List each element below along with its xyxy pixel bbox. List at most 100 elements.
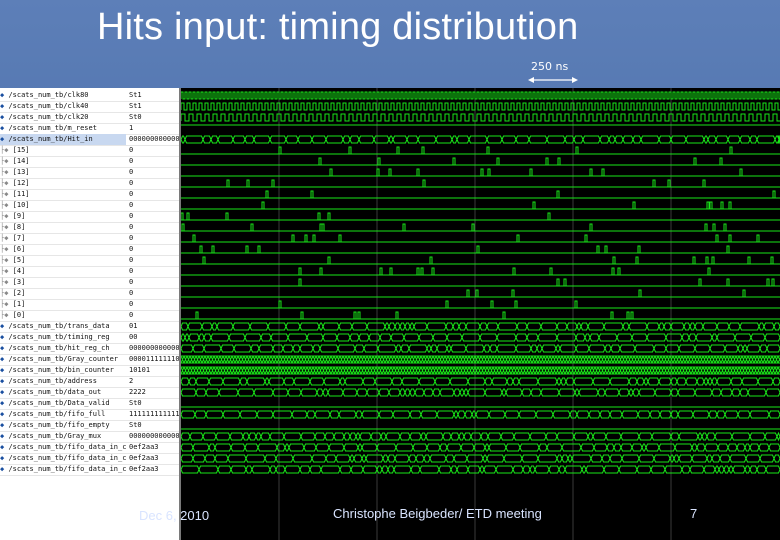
signal-diamond-icon: ◆ [0,113,9,121]
signal-diamond-icon: ◆ [0,91,9,99]
signal-name-row[interactable]: ◆ /scats_num_tb/clk40 [0,101,126,113]
signal-name-row[interactable]: ├◆ [3] [0,277,126,289]
signal-value: 0 [126,255,179,267]
time-scale-arrow-icon [528,77,578,83]
waveform-trace [181,179,780,188]
signal-value: 0 [126,211,179,223]
signal-name-row[interactable]: ├◆ [8] [0,222,126,234]
waveform-trace [181,344,780,353]
waveform-trace [181,267,780,276]
signal-name-pane: ◆ /scats_num_tb/clk80 ◆ /scats_num_tb/clk… [0,88,127,540]
signal-name: /scats_num_tb/fifo_data_in_ch1 [8,454,126,462]
waveform-trace [181,311,780,320]
signal-name: [13] [12,168,30,176]
footer-page-number: 7 [690,506,698,521]
signal-name: [4] [12,267,26,275]
signal-name-row[interactable]: ├◆ [14] [0,156,126,168]
signal-name-row[interactable]: ◆ /scats_num_tb/hit_reg_ch [0,343,126,355]
signal-value: 0 [126,167,179,179]
signal-name-row[interactable]: ├◆ [4] [0,266,126,278]
signal-value: 0ef2aa3 [126,453,179,465]
signal-value: 0 [126,178,179,190]
signal-name-row[interactable]: ◆ /scats_num_tb/clk80 [0,90,126,102]
tree-branch-icon: ├◆ [0,223,13,231]
signal-value: 111111111111 [126,409,179,421]
signal-name: /scats_num_tb/clk80 [8,91,89,99]
signal-name-row[interactable]: ├◆ [10] [0,200,126,212]
signal-name: [6] [12,245,26,253]
signal-name: [8] [12,223,26,231]
signal-value: 0 [126,266,179,278]
signal-name-row[interactable]: ├◆ [6] [0,244,126,256]
signal-name-row[interactable]: ◆ /scats_num_tb/timing_reg [0,332,126,344]
tree-branch-icon: ├◆ [0,300,13,308]
tree-branch-icon: ├◆ [0,234,13,242]
signal-name-row[interactable]: ◆ /scats_num_tb/clk20 [0,112,126,124]
footer-date: Dec 6, 2010 [139,508,210,523]
tree-branch-icon: ├◆ [0,267,13,275]
signal-name-row[interactable]: ◆ /scats_num_tb/bin_counter [0,365,126,377]
signal-name: [9] [12,212,26,220]
signal-diamond-icon: ◆ [0,355,9,363]
signal-value: St0 [126,398,179,410]
signal-value: 0 [126,299,179,311]
waveform-trace [181,377,780,386]
signal-name-row[interactable]: ◆ /scats_num_tb/fifo_full [0,409,126,421]
signal-value: St0 [126,112,179,124]
signal-name-row[interactable]: ├◆ [15] [0,145,126,157]
signal-name: /scats_num_tb/data_out [8,388,102,396]
signal-name-row[interactable]: ├◆ [12] [0,178,126,190]
tree-branch-icon: ├◆ [0,146,13,154]
tree-branch-icon: ├◆ [0,289,13,297]
signal-name-row[interactable]: ├◆ [11] [0,189,126,201]
signal-name-row[interactable]: ◆ /scats_num_tb/Hit_in [0,134,126,146]
signal-name: [7] [12,234,26,242]
signal-name-row[interactable]: ◆ /scats_num_tb/Data_valid [0,398,126,410]
signal-name: [15] [12,146,30,154]
tree-branch-icon: ├◆ [0,201,13,209]
signal-diamond-icon: ◆ [0,465,9,473]
signal-name: [5] [12,256,26,264]
signal-name-row[interactable]: ◆ /scats_num_tb/fifo_data_in_ch2 [0,464,126,476]
waveform-area[interactable] [181,88,780,540]
signal-name-row[interactable]: ◆ /scats_num_tb/fifo_data_in_ch0 [0,442,126,454]
signal-value: St1 [126,101,179,113]
signal-name-row[interactable]: ◆ /scats_num_tb/Gray_mux [0,431,126,443]
signal-name-row[interactable]: ◆ /scats_num_tb/fifo_data_in_ch1 [0,453,126,465]
signal-name: [14] [12,157,30,165]
signal-name: /scats_num_tb/timing_reg [8,333,110,341]
waveform-trace [181,245,780,254]
signal-diamond-icon: ◆ [0,388,9,396]
signal-diamond-icon: ◆ [0,333,9,341]
signal-name-row[interactable]: ◆ /scats_num_tb/data_out [0,387,126,399]
waveform-trace [181,410,780,419]
waveform-trace [181,256,780,265]
signal-name: /scats_num_tb/trans_data [8,322,110,330]
signal-value: 0 [126,310,179,322]
signal-name-row[interactable]: ├◆ [1] [0,299,126,311]
signal-name-row[interactable]: ├◆ [5] [0,255,126,267]
signal-name: /scats_num_tb/address [8,377,97,385]
signal-name: /scats_num_tb/fifo_empty [8,421,110,429]
signal-name-row[interactable]: ◆ /scats_num_tb/address [0,376,126,388]
signal-name: /scats_num_tb/m_reset [8,124,97,132]
signal-name-row[interactable]: ◆ /scats_num_tb/fifo_empty [0,420,126,432]
signal-value: St1 [126,90,179,102]
signal-value: 0 [126,189,179,201]
signal-name-row[interactable]: ├◆ [9] [0,211,126,223]
signal-diamond-icon: ◆ [0,124,9,132]
signal-name-row[interactable]: ├◆ [7] [0,233,126,245]
signal-name: /scats_num_tb/Gray_mux [8,432,102,440]
signal-name-row[interactable]: ├◆ [2] [0,288,126,300]
signal-diamond-icon: ◆ [0,344,9,352]
signal-value-pane: St1St1St01000000000000000000000000000000… [126,88,181,540]
signal-diamond-icon: ◆ [0,377,9,385]
signal-name-row[interactable]: ◆ /scats_num_tb/Gray_counter [0,354,126,366]
signal-name: [11] [12,190,30,198]
signal-name-row[interactable]: ├◆ [0] [0,310,126,322]
waveform-trace [181,157,780,166]
signal-name-row[interactable]: ◆ /scats_num_tb/trans_data [0,321,126,333]
signal-name-row[interactable]: ├◆ [13] [0,167,126,179]
